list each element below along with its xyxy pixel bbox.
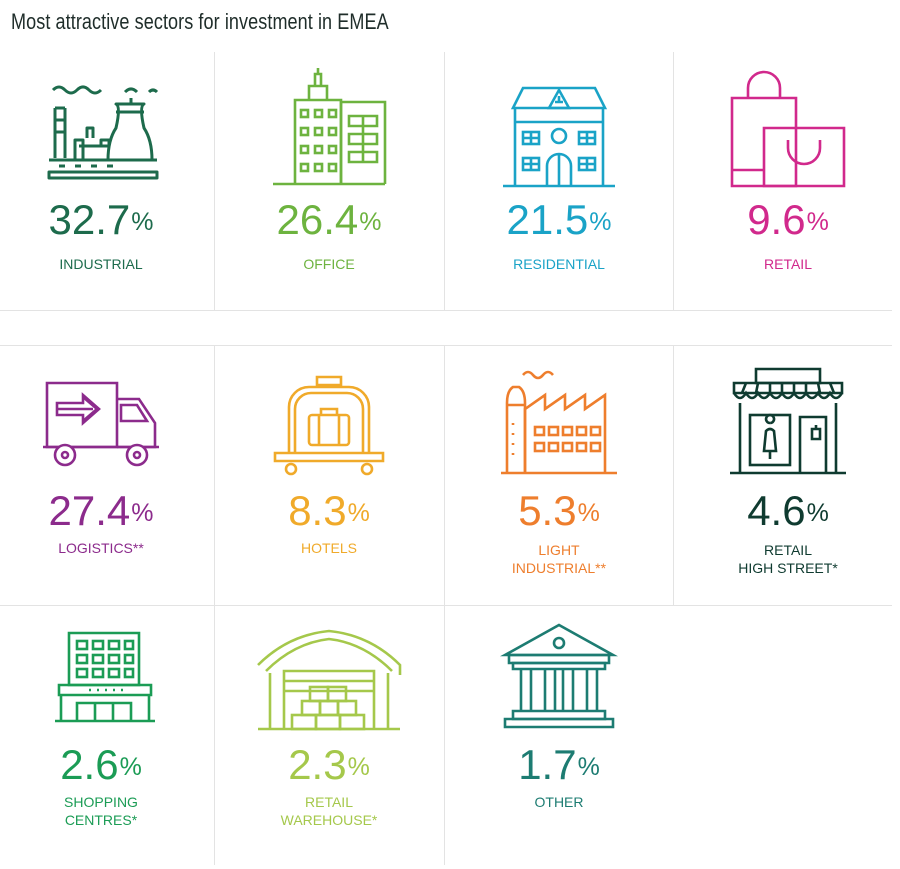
delivery-truck-icon — [41, 379, 161, 475]
sector-label: OFFICE — [303, 256, 355, 272]
divider — [673, 52, 674, 310]
sector-label: RESIDENTIAL — [513, 256, 605, 272]
divider — [0, 345, 892, 346]
sector-hotels: 8.3% HOTELS — [215, 345, 443, 605]
sector-industrial: 32.7% INDUSTRIAL — [0, 52, 215, 310]
sector-value: 8.3% — [288, 487, 370, 534]
sector-value: 32.7% — [48, 196, 154, 243]
sector-value: 2.3% — [288, 741, 370, 788]
sector-label: INDUSTRIAL — [59, 256, 143, 272]
luggage-trolley-icon — [269, 375, 389, 476]
divider — [214, 52, 215, 310]
sector-label: LOGISTICS** — [58, 540, 144, 556]
shopping-bags-icon — [728, 70, 848, 190]
sector-label: RETAIL HIGH STREET* — [738, 542, 838, 576]
divider — [673, 345, 674, 605]
sector-value: 2.6% — [60, 741, 142, 788]
sector-retail-warehouse: 2.3% RETAIL WAREHOUSE* — [215, 605, 443, 865]
sector-other: 1.7% OTHER — [445, 605, 673, 865]
sector-value: 26.4% — [276, 196, 382, 243]
office-buildings-icon — [269, 68, 389, 188]
sector-retail-high-street: 4.6% RETAIL HIGH STREET* — [674, 345, 900, 605]
sector-light-industrial: 5.3% LIGHT INDUSTRIAL** — [445, 345, 673, 605]
chart-title: Most attractive sectors for investment i… — [11, 9, 389, 34]
shopping-centre-icon — [41, 629, 161, 723]
sector-label: HOTELS — [300, 540, 357, 556]
sector-value: 1.7% — [518, 741, 600, 788]
sector-value: 21.5% — [506, 196, 612, 243]
sector-value: 27.4% — [48, 487, 154, 534]
sector-value: 5.3% — [518, 487, 600, 534]
sector-shopping-centres: 2.6% SHOPPING CENTRES* — [0, 605, 215, 865]
sector-value: 9.6% — [747, 196, 829, 243]
sector-label: LIGHT INDUSTRIAL** — [511, 542, 607, 576]
warehouse-icon — [254, 627, 404, 731]
divider — [444, 52, 445, 310]
sector-residential: 21.5% RESIDENTIAL — [445, 52, 673, 310]
sector-label: RETAIL — [764, 256, 812, 272]
sector-label: RETAIL WAREHOUSE* — [280, 794, 378, 828]
sector-label: OTHER — [534, 794, 584, 810]
divider — [0, 605, 892, 606]
shop-front-icon — [728, 365, 848, 477]
sector-office: 26.4% OFFICE — [215, 52, 443, 310]
factory-icon — [499, 365, 619, 477]
sector-retail: 9.6% RETAIL — [674, 52, 900, 310]
sector-label: SHOPPING CENTRES* — [64, 794, 138, 828]
sector-logistics: 27.4% LOGISTICS** — [0, 345, 215, 605]
house-icon — [499, 84, 619, 190]
classical-building-icon — [499, 621, 619, 731]
sector-value: 4.6% — [747, 487, 829, 534]
divider — [0, 310, 892, 311]
industrial-plant-icon — [41, 80, 161, 190]
